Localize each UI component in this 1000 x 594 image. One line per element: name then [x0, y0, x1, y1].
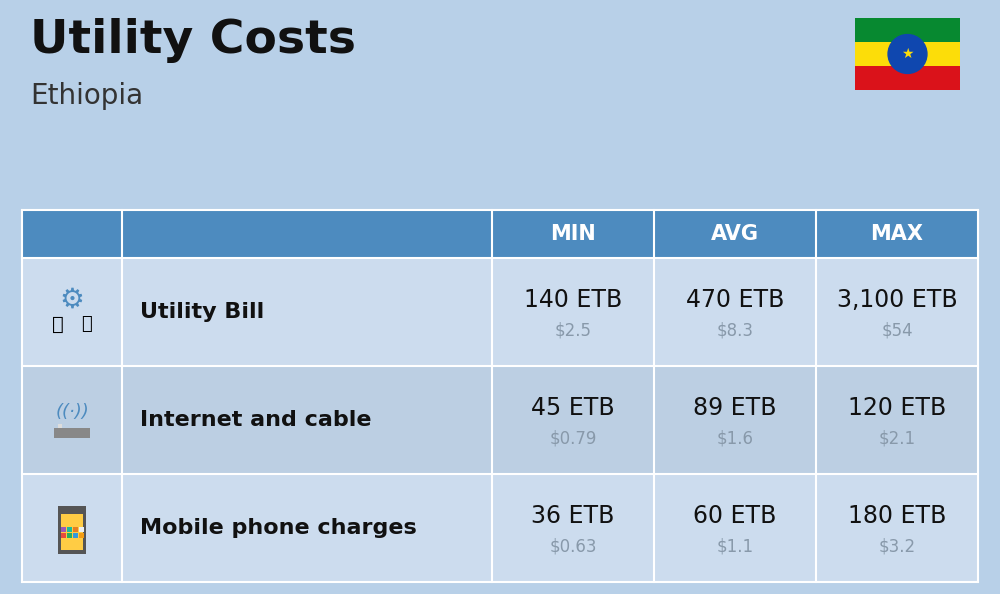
Bar: [654, 474, 816, 582]
Text: $0.79: $0.79: [549, 429, 597, 447]
Text: Ethiopia: Ethiopia: [30, 82, 143, 110]
Text: 🚿: 🚿: [81, 315, 91, 333]
Bar: [816, 210, 978, 258]
Text: $54: $54: [881, 321, 913, 339]
Bar: [61, 533, 66, 538]
Bar: [67, 527, 72, 532]
Text: 470 ETB: 470 ETB: [686, 288, 784, 312]
Bar: [67, 533, 72, 538]
Bar: [58, 506, 86, 554]
Text: 45 ETB: 45 ETB: [531, 396, 615, 420]
Text: $2.5: $2.5: [554, 321, 592, 339]
Text: $1.1: $1.1: [716, 537, 754, 555]
Text: 89 ETB: 89 ETB: [693, 396, 777, 420]
Bar: [122, 366, 492, 474]
Text: 🔌: 🔌: [52, 314, 64, 333]
Bar: [816, 258, 978, 366]
Bar: [73, 533, 78, 538]
Text: MAX: MAX: [870, 224, 924, 244]
Text: Mobile phone charges: Mobile phone charges: [140, 518, 417, 538]
Text: 140 ETB: 140 ETB: [524, 288, 622, 312]
Bar: [855, 42, 960, 66]
Bar: [492, 258, 654, 366]
Bar: [22, 258, 122, 366]
Text: 60 ETB: 60 ETB: [693, 504, 777, 528]
Bar: [654, 366, 816, 474]
Circle shape: [888, 34, 927, 74]
Text: $3.2: $3.2: [878, 537, 916, 555]
Text: 180 ETB: 180 ETB: [848, 504, 946, 528]
Bar: [61, 514, 83, 550]
Bar: [492, 474, 654, 582]
Text: ⚙: ⚙: [60, 286, 84, 314]
Bar: [22, 474, 122, 582]
Bar: [492, 210, 654, 258]
Bar: [79, 533, 84, 538]
Bar: [79, 527, 84, 532]
Text: Utility Bill: Utility Bill: [140, 302, 264, 322]
Text: AVG: AVG: [711, 224, 759, 244]
Text: $8.3: $8.3: [716, 321, 754, 339]
Bar: [54, 428, 90, 438]
Bar: [492, 366, 654, 474]
Bar: [855, 66, 960, 90]
Bar: [58, 424, 62, 428]
Text: 120 ETB: 120 ETB: [848, 396, 946, 420]
Bar: [122, 258, 492, 366]
Bar: [855, 18, 960, 42]
Bar: [122, 474, 492, 582]
Bar: [654, 210, 816, 258]
Text: 3,100 ETB: 3,100 ETB: [837, 288, 957, 312]
Text: Utility Costs: Utility Costs: [30, 18, 356, 63]
Bar: [816, 366, 978, 474]
Text: MIN: MIN: [550, 224, 596, 244]
Bar: [654, 258, 816, 366]
Text: $0.63: $0.63: [549, 537, 597, 555]
Bar: [122, 210, 492, 258]
Text: 36 ETB: 36 ETB: [531, 504, 615, 528]
Bar: [22, 366, 122, 474]
Text: $1.6: $1.6: [716, 429, 754, 447]
Bar: [73, 527, 78, 532]
Text: ((·)): ((·)): [55, 403, 89, 421]
Text: ★: ★: [901, 47, 914, 61]
Bar: [816, 474, 978, 582]
Bar: [61, 527, 66, 532]
Text: $2.1: $2.1: [878, 429, 916, 447]
Bar: [22, 210, 122, 258]
Text: Internet and cable: Internet and cable: [140, 410, 372, 430]
